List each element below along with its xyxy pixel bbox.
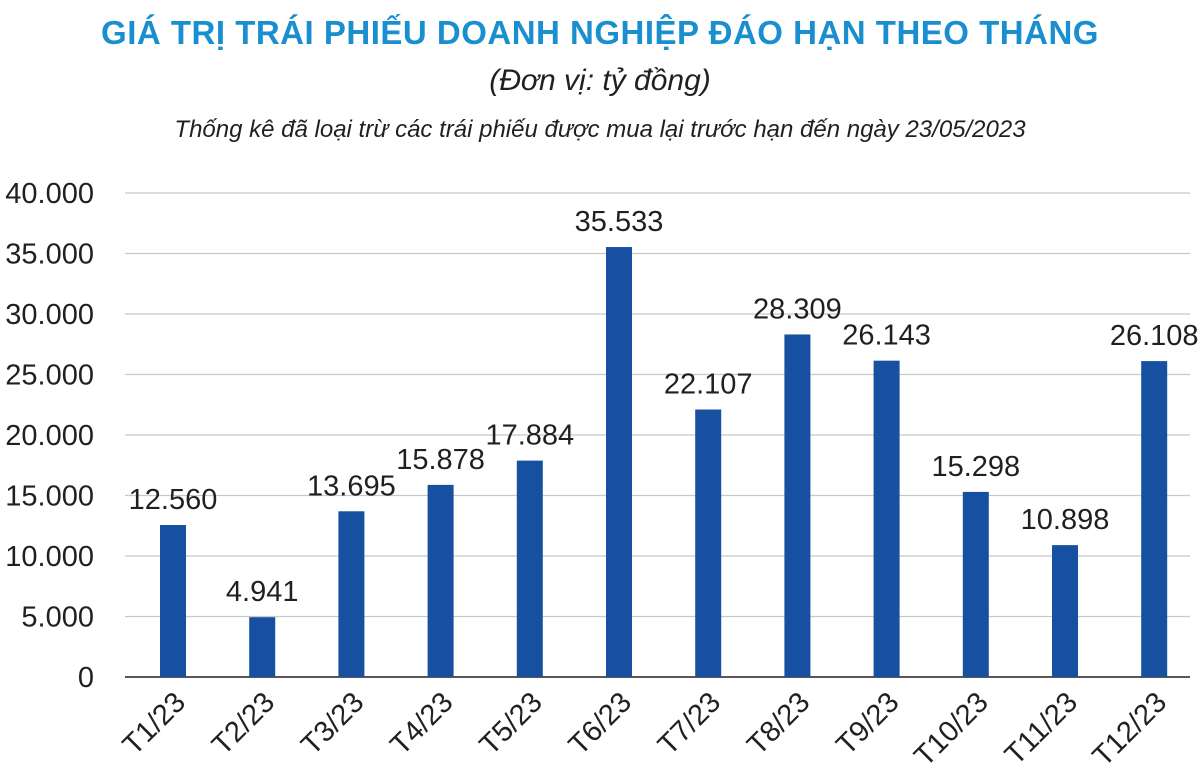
data-label: 13.695 — [307, 470, 396, 502]
x-tick-label: T8/23 — [741, 686, 816, 761]
data-label: 22.107 — [664, 369, 753, 401]
bar — [784, 334, 811, 677]
data-label: 26.108 — [1110, 320, 1199, 352]
y-tick-label: 25.000 — [5, 360, 94, 392]
x-tick-label: T12/23 — [1087, 686, 1173, 772]
x-tick-label: T5/23 — [474, 686, 549, 761]
bar — [1141, 361, 1168, 677]
bar — [516, 460, 543, 677]
x-tick-label: T3/23 — [295, 686, 370, 761]
bar — [160, 525, 186, 677]
bar — [873, 360, 900, 677]
data-label: 10.898 — [1021, 504, 1110, 536]
x-tick-label: T2/23 — [206, 686, 281, 761]
bar — [606, 247, 632, 677]
data-label: 12.560 — [129, 484, 218, 516]
x-tick-label: T7/23 — [652, 686, 727, 761]
chart-note: Thống kê đã loại trừ các trái phiếu được… — [174, 116, 1026, 143]
x-tick-label: T9/23 — [830, 686, 905, 761]
y-tick-label: 15.000 — [5, 481, 94, 513]
x-tick-label: T10/23 — [908, 686, 994, 772]
chart-subtitle: (Đơn vị: tỷ đồng) — [489, 64, 711, 97]
data-label: 28.309 — [753, 293, 842, 325]
data-label: 4.941 — [226, 576, 299, 608]
x-tick-label: T1/23 — [117, 686, 192, 761]
y-tick-label: 40.000 — [5, 178, 94, 210]
data-label: 17.884 — [485, 420, 574, 452]
x-tick-label: T6/23 — [563, 686, 638, 761]
y-tick-label: 35.000 — [5, 239, 94, 271]
bar — [1052, 545, 1078, 677]
x-tick-label: T4/23 — [384, 686, 459, 761]
data-label: 15.878 — [396, 444, 485, 476]
y-tick-label: 0 — [78, 662, 94, 694]
y-tick-label: 20.000 — [5, 420, 94, 452]
y-tick-label: 30.000 — [5, 299, 94, 331]
chart-title: GIÁ TRỊ TRÁI PHIẾU DOANH NGHIỆP ĐÁO HẠN … — [101, 14, 1099, 51]
bar — [962, 491, 989, 677]
bar — [338, 511, 365, 677]
data-label: 26.143 — [842, 320, 931, 352]
data-label: 15.298 — [931, 451, 1020, 483]
data-label: 35.533 — [575, 206, 664, 238]
y-tick-label: 10.000 — [5, 541, 94, 573]
bar — [427, 484, 454, 677]
y-tick-label: 5.000 — [21, 602, 94, 634]
bar — [695, 409, 722, 677]
x-tick-label: T11/23 — [999, 686, 1084, 771]
bar — [249, 617, 276, 677]
